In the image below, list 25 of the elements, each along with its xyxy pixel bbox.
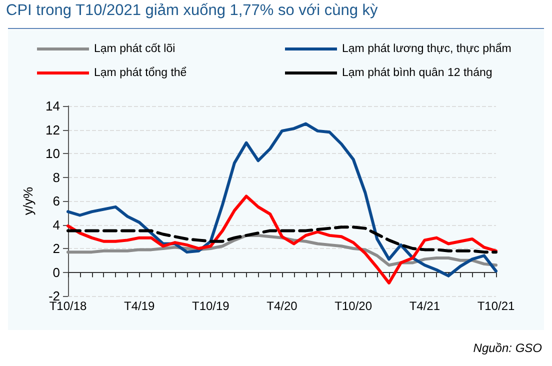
x-tick-label: T10/19 (192, 299, 230, 313)
y-tick-label: 2 (52, 241, 60, 256)
chart-title: CPI trong T10/2021 giảm xuống 1,77% so với cùng kỳ (6, 2, 378, 20)
x-tick-label: T4/21 (409, 299, 440, 313)
y-tick-label: 14 (46, 98, 60, 114)
legend-label: Lạm phát tổng thể (94, 66, 187, 79)
x-tick-label: T10/18 (49, 299, 88, 313)
legend-label: Lạm phát bình quân 12 tháng (342, 67, 492, 79)
y-tick-label: 12 (46, 122, 60, 138)
legend-label: Lạm phát lương thực, thực phẩm (342, 42, 512, 55)
line-series (66, 226, 498, 254)
text: Nguồn: GSO (473, 341, 542, 355)
y-tick-label: 8 (52, 170, 60, 185)
y-tick-label: 4 (52, 217, 60, 232)
y-tick-label: 0 (52, 264, 60, 280)
legend-label: Lạm phát cốt lõi (94, 43, 176, 55)
x-tick-label: T4/20 (266, 299, 298, 313)
line-series (66, 122, 498, 278)
x-tick-label: T10/20 (334, 299, 372, 313)
y-tick-label: 10 (46, 146, 60, 161)
line-series (66, 194, 498, 284)
y-axis-title: y/y% (20, 186, 36, 216)
y-tick-label: 6 (52, 194, 60, 208)
x-tick-label: T4/19 (124, 299, 155, 313)
x-tick-label: T10/21 (477, 299, 516, 313)
